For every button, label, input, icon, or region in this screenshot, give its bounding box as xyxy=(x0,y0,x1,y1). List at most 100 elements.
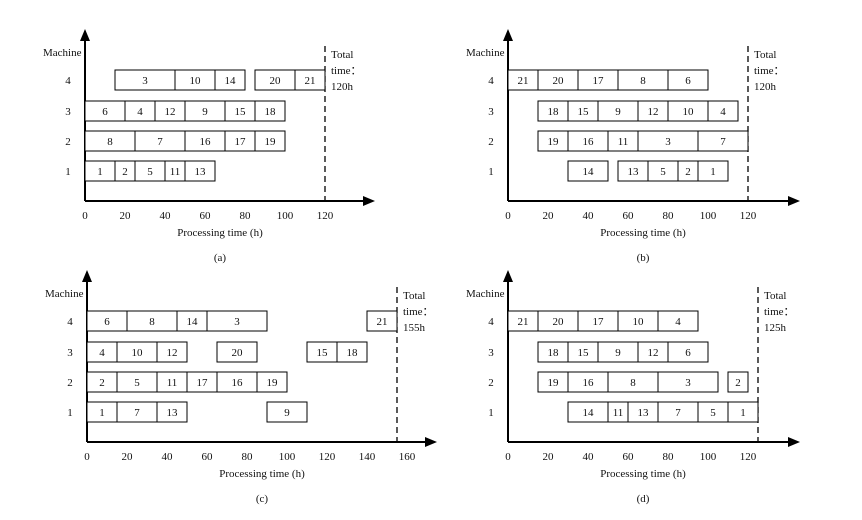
task-label: 5 xyxy=(147,166,153,178)
task-label: 7 xyxy=(675,407,681,419)
machine-label: 2 xyxy=(65,136,71,148)
task-box xyxy=(336,341,368,363)
task-bar-job-16: 16 xyxy=(567,130,609,152)
task-label: 2 xyxy=(99,377,105,389)
task-label: 14 xyxy=(187,316,199,328)
task-label: 8 xyxy=(107,136,113,148)
total-time-label: 120h xyxy=(754,81,777,93)
task-box xyxy=(254,100,286,122)
task-bar-job-10: 10 xyxy=(617,310,659,332)
x-axis-label: Processing time (h) xyxy=(177,227,263,239)
machine-label: 1 xyxy=(488,407,494,419)
x-axis-arrow xyxy=(788,437,800,447)
task-bar-job-3: 3 xyxy=(637,130,699,152)
task-bar-job-10: 10 xyxy=(667,100,709,122)
task-bar-job-17: 17 xyxy=(186,371,218,393)
task-bar-job-15: 15 xyxy=(306,341,338,363)
x-tick-label: 0 xyxy=(84,451,90,463)
task-label: 11 xyxy=(167,377,178,389)
task-label: 21 xyxy=(518,75,529,87)
x-tick-label: 20 xyxy=(120,210,132,222)
task-box xyxy=(697,160,729,182)
task-label: 13 xyxy=(167,407,179,419)
x-tick-label: 100 xyxy=(700,210,717,222)
task-label: 12 xyxy=(167,347,178,359)
task-box xyxy=(667,341,709,363)
task-label: 12 xyxy=(648,347,659,359)
task-label: 6 xyxy=(104,316,110,328)
task-box xyxy=(707,100,739,122)
x-tick-label: 80 xyxy=(663,451,675,463)
task-label: 5 xyxy=(710,407,716,419)
task-bar-job-3: 3 xyxy=(206,310,268,332)
task-label: 4 xyxy=(675,316,681,328)
total-time-label: 120h xyxy=(331,81,354,93)
task-bar-job-21: 21 xyxy=(366,310,398,332)
task-bar-job-12: 12 xyxy=(637,341,669,363)
task-bar-job-4: 4 xyxy=(86,341,118,363)
task-label: 14 xyxy=(225,75,237,87)
machine-label: 1 xyxy=(67,407,73,419)
task-bar-job-18: 18 xyxy=(537,100,569,122)
x-tick-label: 60 xyxy=(623,451,635,463)
machine-label: 1 xyxy=(65,166,71,178)
task-label: 1 xyxy=(99,407,105,419)
task-label: 1 xyxy=(97,166,103,178)
task-label: 17 xyxy=(197,377,209,389)
y-axis-arrow xyxy=(82,270,92,282)
task-label: 3 xyxy=(685,377,691,389)
task-bar-job-12: 12 xyxy=(154,100,186,122)
x-axis-arrow xyxy=(425,437,437,447)
task-bar-job-18: 18 xyxy=(336,341,368,363)
task-bar-job-17: 17 xyxy=(224,130,256,152)
task-label: 7 xyxy=(157,136,163,148)
task-label: 2 xyxy=(122,166,128,178)
machine-label: 1 xyxy=(488,166,494,178)
task-bar-job-5: 5 xyxy=(697,401,729,423)
machine-label: 2 xyxy=(67,377,73,389)
task-label: 1 xyxy=(740,407,746,419)
task-box xyxy=(727,371,749,393)
task-label: 20 xyxy=(270,75,282,87)
x-tick-label: 120 xyxy=(740,210,757,222)
x-tick-label: 40 xyxy=(583,210,595,222)
task-bar-job-5: 5 xyxy=(647,160,679,182)
task-box xyxy=(567,160,609,182)
task-label: 7 xyxy=(720,136,726,148)
task-bar-job-1: 1 xyxy=(84,160,116,182)
task-label: 4 xyxy=(720,106,726,118)
task-bar-job-12: 12 xyxy=(637,100,669,122)
task-bar-job-13: 13 xyxy=(184,160,216,182)
task-bar-job-8: 8 xyxy=(84,130,136,152)
x-tick-label: 60 xyxy=(623,210,635,222)
task-label: 18 xyxy=(548,106,560,118)
total-time-label: Total xyxy=(764,290,786,302)
task-box xyxy=(727,401,759,423)
task-bar-job-13: 13 xyxy=(627,401,659,423)
task-label: 6 xyxy=(685,347,691,359)
task-bar-job-5: 5 xyxy=(116,371,158,393)
task-bar-job-9: 9 xyxy=(597,341,639,363)
task-bar-job-9: 9 xyxy=(597,100,639,122)
task-bar-job-11: 11 xyxy=(607,130,639,152)
task-label: 7 xyxy=(134,407,140,419)
task-box xyxy=(256,371,288,393)
task-label: 10 xyxy=(683,106,695,118)
task-label: 16 xyxy=(583,377,595,389)
task-bar-job-1: 1 xyxy=(727,401,759,423)
task-bar-job-14: 14 xyxy=(567,160,609,182)
task-label: 19 xyxy=(548,377,560,389)
task-bar-job-19: 19 xyxy=(254,130,286,152)
panel-caption: (d) xyxy=(637,493,650,505)
task-bar-job-6: 6 xyxy=(667,69,709,91)
machine-label: 3 xyxy=(67,347,73,359)
task-bar-job-17: 17 xyxy=(577,310,619,332)
task-label: 19 xyxy=(267,377,279,389)
task-label: 8 xyxy=(640,75,646,87)
machine-label: 4 xyxy=(65,75,71,87)
task-label: 12 xyxy=(165,106,176,118)
task-label: 17 xyxy=(593,316,605,328)
task-bar-job-20: 20 xyxy=(216,341,258,363)
task-bar-job-9: 9 xyxy=(184,100,226,122)
